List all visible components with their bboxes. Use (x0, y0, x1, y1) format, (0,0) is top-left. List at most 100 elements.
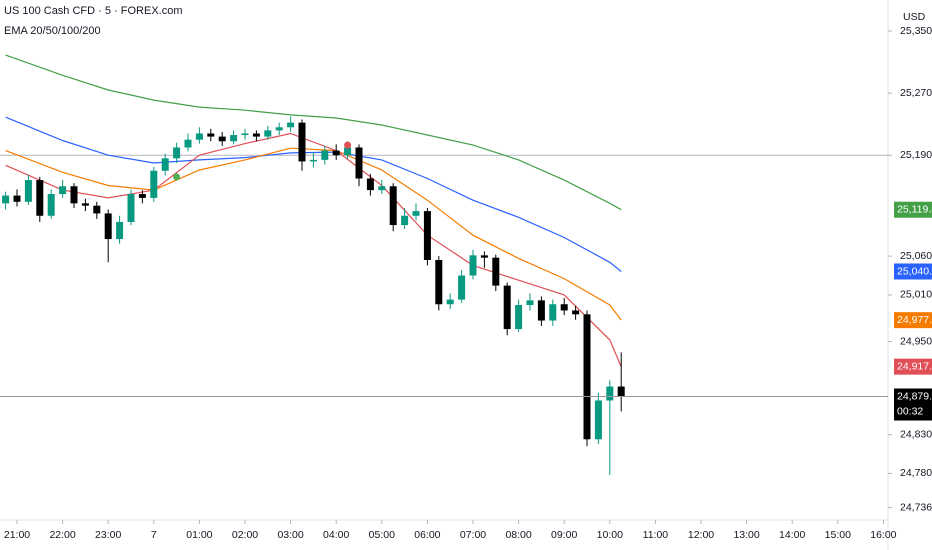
x-tick-label: 07:00 (460, 529, 486, 541)
y-tick-label: 24,780.0 (900, 467, 932, 479)
candle-body (594, 400, 602, 440)
x-tick-label: 14:00 (779, 529, 805, 541)
candle-body (492, 257, 500, 286)
x-tick-label: 05:00 (369, 529, 395, 541)
candle-body (412, 211, 420, 216)
ema-line (5, 54, 622, 211)
candle-body (104, 213, 112, 240)
candle-body (606, 386, 614, 401)
y-tick-label: 25,010.0 (900, 289, 932, 301)
candle-body (469, 255, 477, 276)
y-tick-label: 24,830.0 (900, 428, 932, 440)
candle-body (389, 186, 397, 226)
candle-body (617, 386, 625, 397)
y-tick-label: 25,270.0 (900, 87, 932, 99)
candle-body (264, 130, 272, 137)
candle-body (309, 159, 317, 162)
price-tag-label: 24,879.1 (897, 390, 932, 402)
price-tag-label: 24,917.6 (897, 360, 932, 372)
candle-body (93, 205, 101, 214)
x-tick-label: 13:00 (733, 529, 759, 541)
price-tag (894, 201, 932, 218)
candle-body (81, 203, 89, 206)
x-tick-label: 03:00 (277, 529, 303, 541)
candle-body (549, 304, 557, 321)
candle-body (503, 285, 511, 330)
y-tick-label: 24,736.0 (900, 501, 932, 513)
candle-body (515, 305, 523, 330)
y-tick-label: 24,950.0 (900, 335, 932, 347)
candle-body (458, 275, 466, 300)
x-tick-label: 16:00 (870, 529, 896, 541)
x-tick-label: 7 (151, 529, 157, 541)
candle-body (366, 178, 374, 191)
price-tag-label: 25,119.8 (897, 203, 932, 215)
candle-body (59, 186, 67, 195)
candle-body (332, 150, 340, 156)
candle-body (13, 195, 21, 202)
x-tick-label: 22:00 (49, 529, 75, 541)
candle-body (138, 194, 146, 198)
candle-body (218, 136, 226, 142)
candle-body (423, 211, 431, 260)
price-tag-label: 25,040.2 (897, 265, 932, 277)
candle-body (344, 147, 352, 156)
x-tick-label: 11:00 (643, 529, 669, 541)
candle-body (241, 133, 249, 136)
candle-body (401, 215, 409, 226)
x-tick-label: 15:00 (825, 529, 851, 541)
currency-label: USD (903, 11, 926, 23)
x-tick-label: 12:00 (688, 529, 714, 541)
x-tick-label: 10:00 (597, 529, 623, 541)
price-tag (894, 388, 932, 421)
candle-body (116, 221, 124, 240)
candle-body (230, 135, 238, 142)
candle-body (127, 194, 135, 222)
candle-body (24, 180, 32, 202)
candle-body (36, 180, 44, 216)
candle-body (195, 133, 203, 140)
price-tag (894, 263, 932, 280)
candle-body (287, 122, 295, 128)
candle-body (537, 300, 545, 321)
signal-marker (173, 173, 181, 181)
x-tick-label: 04:00 (323, 529, 349, 541)
candle-body (207, 133, 215, 137)
y-tick-label: 25,060.0 (900, 250, 932, 262)
candle-body (184, 139, 192, 148)
candle-body (150, 170, 158, 198)
candle-body (47, 194, 55, 216)
candle-body (526, 300, 534, 306)
candle-body (378, 186, 386, 191)
candle-body (2, 195, 10, 204)
candle-body (321, 150, 329, 160)
candle-body (298, 122, 306, 162)
candle-body (275, 127, 283, 131)
candle-body (560, 304, 568, 311)
candle-body (355, 147, 363, 179)
price-tag-label: 24,977.5 (897, 314, 932, 326)
x-tick-label: 23:00 (95, 529, 121, 541)
y-tick-label: 25,350.0 (900, 25, 932, 37)
candle-body (480, 255, 488, 258)
x-tick-label: 09:00 (551, 529, 577, 541)
y-tick-label: 25,190.0 (900, 149, 932, 161)
candle-body (70, 186, 78, 204)
x-tick-label: 01:00 (186, 529, 212, 541)
candle-body (583, 314, 591, 440)
chart-title: US 100 Cash CFD · 5 · FOREX.com (4, 5, 183, 17)
candle-body (173, 147, 181, 159)
x-tick-label: 21:00 (4, 529, 30, 541)
price-tag (894, 358, 932, 375)
candle-body (161, 158, 169, 171)
candle-body (572, 310, 580, 315)
price-tag (894, 312, 932, 329)
x-tick-label: 06:00 (414, 529, 440, 541)
candle-body (446, 299, 454, 305)
candle-body (252, 133, 260, 137)
x-tick-label: 08:00 (505, 529, 531, 541)
countdown-label: 00:32 (897, 405, 923, 417)
signal-marker (344, 141, 352, 149)
